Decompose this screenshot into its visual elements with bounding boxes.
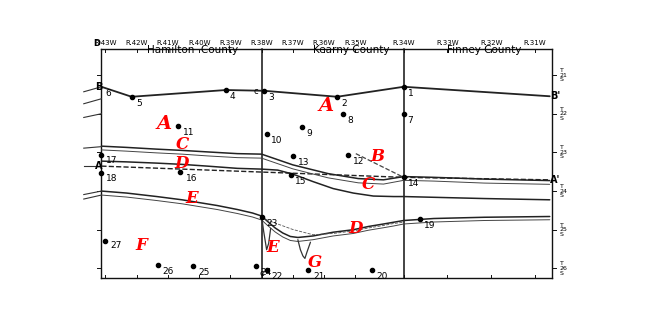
Text: Hamilton  County: Hamilton County (146, 45, 238, 55)
Text: A: A (95, 161, 102, 171)
Text: 1: 1 (408, 89, 413, 98)
Text: T
21
S: T 21 S (560, 68, 567, 82)
Text: 23: 23 (266, 219, 278, 228)
Text: T
24
S: T 24 S (560, 184, 568, 198)
Text: C: C (176, 136, 188, 153)
Text: R.35W: R.35W (344, 40, 367, 46)
Text: A: A (157, 115, 172, 133)
Text: R.37W: R.37W (281, 40, 304, 46)
Text: B: B (370, 148, 384, 165)
Text: 11: 11 (183, 128, 194, 137)
Text: 4: 4 (230, 92, 235, 101)
Text: R.43W: R.43W (94, 40, 117, 46)
Text: E: E (186, 190, 198, 207)
Text: 20: 20 (376, 272, 388, 281)
Text: 12: 12 (353, 157, 364, 166)
Text: R.42W: R.42W (125, 40, 148, 46)
Text: R.32W: R.32W (480, 40, 502, 46)
Text: D: D (175, 155, 189, 172)
Text: R.41W: R.41W (157, 40, 179, 46)
Text: 24: 24 (260, 268, 271, 277)
Text: T
26
S: T 26 S (560, 261, 567, 275)
Text: R.40W: R.40W (188, 40, 211, 46)
Text: 25: 25 (198, 268, 209, 277)
Text: 15: 15 (295, 177, 307, 186)
Text: Finney County: Finney County (447, 45, 521, 55)
Text: 26: 26 (163, 267, 174, 276)
Text: 17: 17 (107, 156, 118, 165)
Text: B: B (95, 82, 102, 92)
Text: 3: 3 (268, 93, 274, 102)
Text: 13: 13 (298, 158, 309, 167)
Text: R.33W: R.33W (436, 40, 459, 46)
Text: F: F (136, 237, 148, 254)
Text: c: c (254, 87, 259, 96)
Text: D: D (94, 39, 100, 48)
Text: 2: 2 (341, 99, 347, 108)
Text: T
25
S: T 25 S (560, 223, 567, 237)
Text: B': B' (550, 91, 560, 101)
Text: D: D (348, 220, 363, 237)
Text: 6: 6 (105, 89, 111, 98)
Text: 14: 14 (408, 179, 419, 188)
Text: A: A (319, 97, 334, 115)
Text: A': A' (550, 175, 560, 185)
Text: 16: 16 (185, 174, 197, 183)
Text: T
23
S: T 23 S (560, 145, 568, 159)
Text: T
22
S: T 22 S (560, 107, 568, 121)
Text: 18: 18 (107, 174, 118, 183)
Text: 27: 27 (110, 241, 122, 250)
Text: 9: 9 (306, 129, 312, 138)
Text: 5: 5 (136, 99, 142, 108)
Text: C: C (362, 176, 375, 193)
Text: 7: 7 (408, 116, 413, 125)
Text: E: E (266, 239, 279, 256)
Text: 10: 10 (271, 136, 283, 145)
Text: 8: 8 (347, 116, 353, 125)
Text: R.39W: R.39W (219, 40, 242, 46)
Text: 19: 19 (424, 221, 436, 229)
Text: R.34W: R.34W (393, 40, 415, 46)
Text: G: G (308, 254, 322, 271)
Text: R.38W: R.38W (250, 40, 273, 46)
Text: 21: 21 (313, 272, 324, 281)
Text: Kearny County: Kearny County (313, 45, 389, 55)
Text: R.36W: R.36W (313, 40, 335, 46)
Text: c: c (259, 269, 264, 278)
Text: 22: 22 (271, 272, 282, 281)
Text: R.31W: R.31W (523, 40, 546, 46)
